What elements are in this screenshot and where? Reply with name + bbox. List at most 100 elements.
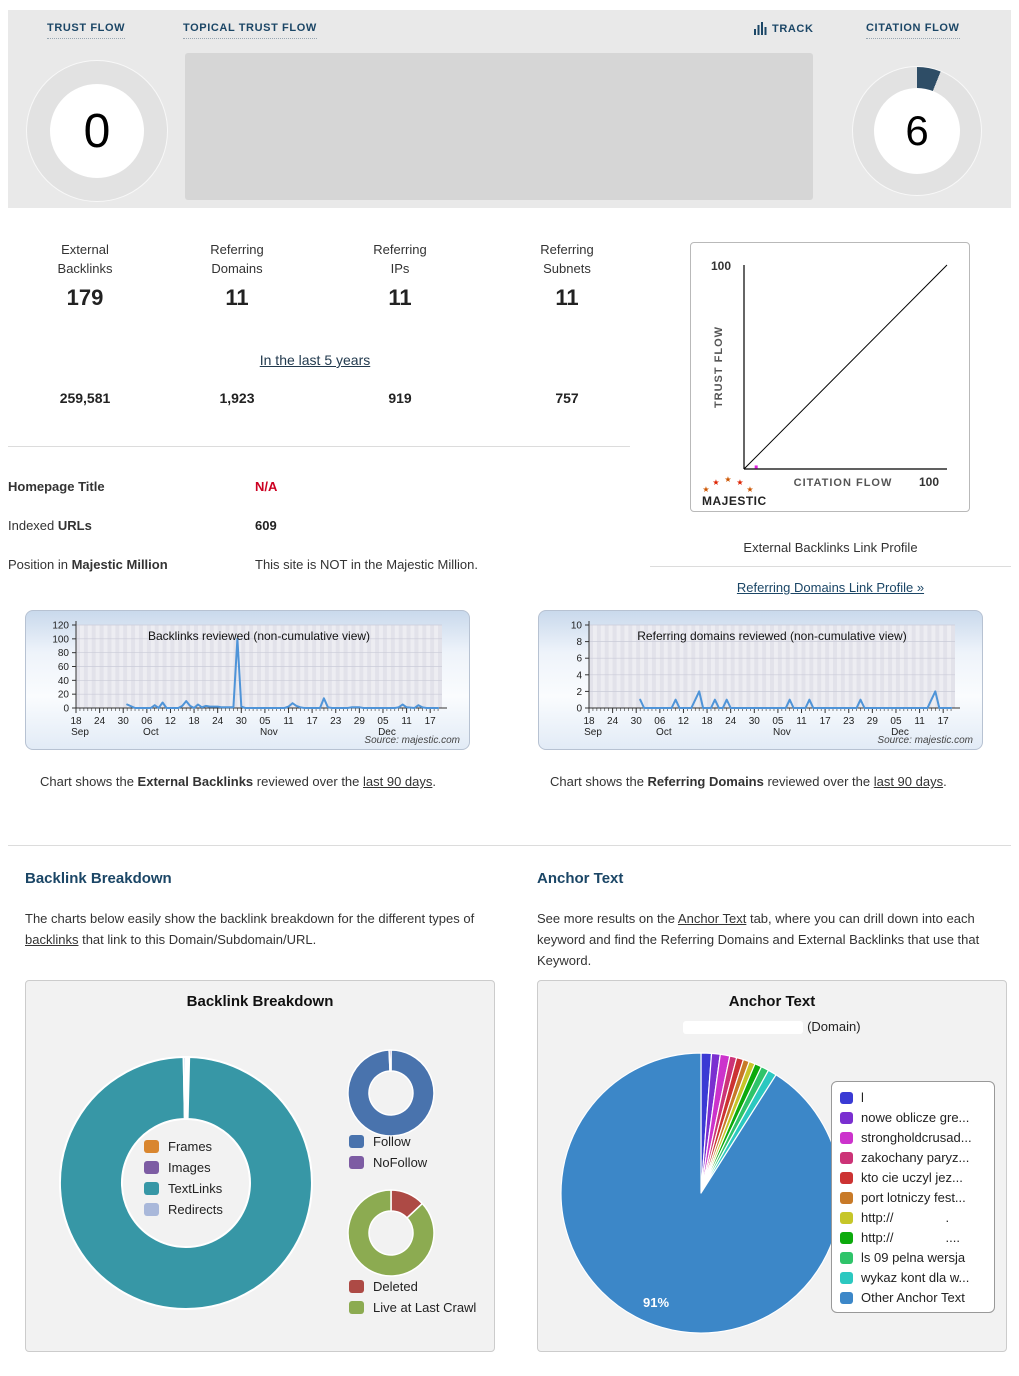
legend-swatch: [840, 1171, 853, 1184]
legend-label: Deleted: [373, 1279, 418, 1294]
backlinks-chart-caption: Chart shows the External Backlinks revie…: [40, 774, 437, 789]
legend-swatch: [840, 1131, 853, 1144]
svg-text:11: 11: [796, 716, 807, 727]
legend-swatch: [840, 1211, 853, 1224]
legend-swatch: [144, 1203, 159, 1216]
last5-referring-ips: 919: [388, 390, 412, 406]
trust-flow-value: 0: [83, 104, 111, 158]
last-90-days-link[interactable]: last 90 days: [363, 774, 433, 789]
backlink-breakdown-chart-panel: Backlink Breakdown Frames Images TextLinks…: [25, 980, 495, 1352]
backlinks-link[interactable]: backlinks: [25, 932, 79, 947]
svg-text:100: 100: [711, 259, 731, 273]
track-button[interactable]: TRACK: [754, 22, 814, 35]
last-90-days-link[interactable]: last 90 days: [873, 774, 944, 789]
referring-domains-link-profile-link[interactable]: Referring Domains Link Profile »: [736, 580, 925, 595]
homepage-title-value: N/A: [255, 479, 278, 494]
bar-chart-icon: [754, 22, 767, 35]
legend-item: Images: [144, 1160, 223, 1175]
link-profile-chart-panel: 100 TRUST FLOW CITATION FLOW 100 ★ ★ ★ ★ ★ MAJEST…: [690, 242, 970, 512]
svg-text:★: ★: [724, 475, 731, 484]
svg-text:06: 06: [141, 716, 153, 727]
trust-flow-gauge: 0: [26, 60, 168, 202]
legend-label: l: [861, 1090, 916, 1106]
link-profile-caption: External Backlinks Link Profile: [743, 540, 918, 555]
svg-text:Referring domains reviewed (no: Referring domains reviewed (non-cumulati…: [637, 629, 906, 643]
legend-label: Other Anchor Text: [861, 1290, 965, 1306]
legend-item: Other Anchor Text: [840, 1290, 986, 1305]
anchor-text-chart-subtitle: (Domain): [538, 1019, 1006, 1035]
svg-text:30: 30: [749, 716, 761, 727]
svg-text:05: 05: [772, 716, 784, 727]
backlink-breakdown-chart-title: Backlink Breakdown: [186, 993, 334, 1010]
topical-trust-flow-tab[interactable]: TOPICAL TRUST FLOW: [183, 22, 317, 39]
last5-external-backlinks: 259,581: [59, 390, 111, 406]
svg-text:2: 2: [576, 687, 582, 698]
svg-text:05: 05: [259, 716, 271, 727]
svg-text:10: 10: [571, 621, 583, 632]
svg-text:Oct: Oct: [656, 727, 672, 738]
svg-text:23: 23: [330, 716, 342, 727]
stat-external-backlinks: External Backlinks 179: [57, 242, 113, 310]
homepage-title-row: Homepage Title N/A: [8, 479, 638, 494]
legend-item: Deleted: [349, 1279, 476, 1294]
last-5-years-link[interactable]: In the last 5 years: [259, 352, 371, 368]
svg-text:Nov: Nov: [773, 727, 791, 738]
anchor-text-legend: l nowe oblicze gre... strongholdcrusad... z…: [831, 1081, 995, 1314]
divider: [650, 566, 1011, 567]
redaction: [683, 1021, 804, 1035]
legend-label: TextLinks: [168, 1181, 223, 1196]
svg-text:17: 17: [938, 716, 950, 727]
legend-swatch: [349, 1156, 364, 1169]
svg-text:100: 100: [919, 475, 939, 489]
legend-swatch: [840, 1271, 853, 1284]
backlinks-reviewed-chart: 0 20 40 60 80 100 120 18 24 30 06 12 18 24 30 05 11 17 23 2…: [52, 621, 460, 747]
redaction: [863, 1092, 916, 1106]
svg-text:★: ★: [746, 485, 753, 494]
svg-text:20: 20: [58, 690, 70, 701]
trust-flow-tab[interactable]: TRUST FLOW: [47, 22, 126, 39]
legend-swatch: [144, 1140, 159, 1153]
legend-item: kto cie uczyl jez...: [840, 1170, 986, 1185]
anchor-text-paragraph: See more results on the Anchor Text tab,…: [537, 911, 980, 968]
svg-text:80: 80: [58, 648, 70, 659]
legend-label: Frames: [168, 1139, 213, 1154]
referring-domains-chart-caption: Chart shows the Referring Domains review…: [550, 774, 947, 789]
legend-item: Live at Last Crawl: [349, 1300, 476, 1315]
svg-text:4: 4: [576, 670, 582, 681]
svg-text:Dec: Dec: [891, 727, 909, 738]
svg-text:★: ★: [702, 485, 709, 494]
svg-text:18: 18: [70, 716, 82, 727]
svg-text:24: 24: [607, 716, 619, 727]
svg-text:8: 8: [576, 637, 582, 648]
follow-legend: Follow NoFollow: [349, 1134, 427, 1176]
svg-text:40: 40: [58, 676, 70, 687]
svg-text:30: 30: [236, 716, 248, 727]
anchor-text-tab-link[interactable]: Anchor Text: [677, 911, 747, 926]
anchor-text-pie-chart: 91%: [560, 1052, 842, 1334]
legend-label: port lotniczy fest...: [861, 1190, 966, 1206]
legend-swatch: [840, 1151, 853, 1164]
topical-trust-flow-redacted-area: [185, 53, 813, 200]
citation-flow-value: 6: [905, 107, 929, 154]
svg-text:17: 17: [820, 716, 832, 727]
anchor-text-chart-panel: Anchor Text (Domain) 91% l nowe oblicze g…: [537, 980, 1007, 1352]
svg-text:Source: majestic.com: Source: majestic.com: [877, 735, 973, 746]
legend-swatch: [349, 1135, 364, 1148]
citation-flow-tab[interactable]: CITATION FLOW: [866, 22, 960, 39]
svg-text:6: 6: [576, 654, 582, 665]
legend-item: zakochany paryz...: [840, 1150, 986, 1165]
legend-item: Follow: [349, 1134, 427, 1149]
svg-text:100: 100: [52, 634, 69, 645]
svg-text:CITATION FLOW: CITATION FLOW: [794, 477, 893, 489]
legend-item: ls 09 pelna wersja: [840, 1250, 986, 1265]
legend-label: http://....: [861, 1230, 960, 1246]
legend-swatch: [840, 1291, 853, 1304]
backlinks-reviewed-chart-panel: 0 20 40 60 80 100 120 18 24 30 06 12 18 24 30 05 11 17 23 2…: [25, 610, 470, 750]
flow-metrics-panel: TRUST FLOW TOPICAL TRUST FLOW TRACK CITA…: [8, 10, 1011, 208]
legend-item: port lotniczy fest...: [840, 1190, 986, 1205]
svg-text:11: 11: [914, 716, 925, 727]
anchor-text-heading: Anchor Text: [537, 870, 624, 887]
legend-swatch: [840, 1191, 853, 1204]
